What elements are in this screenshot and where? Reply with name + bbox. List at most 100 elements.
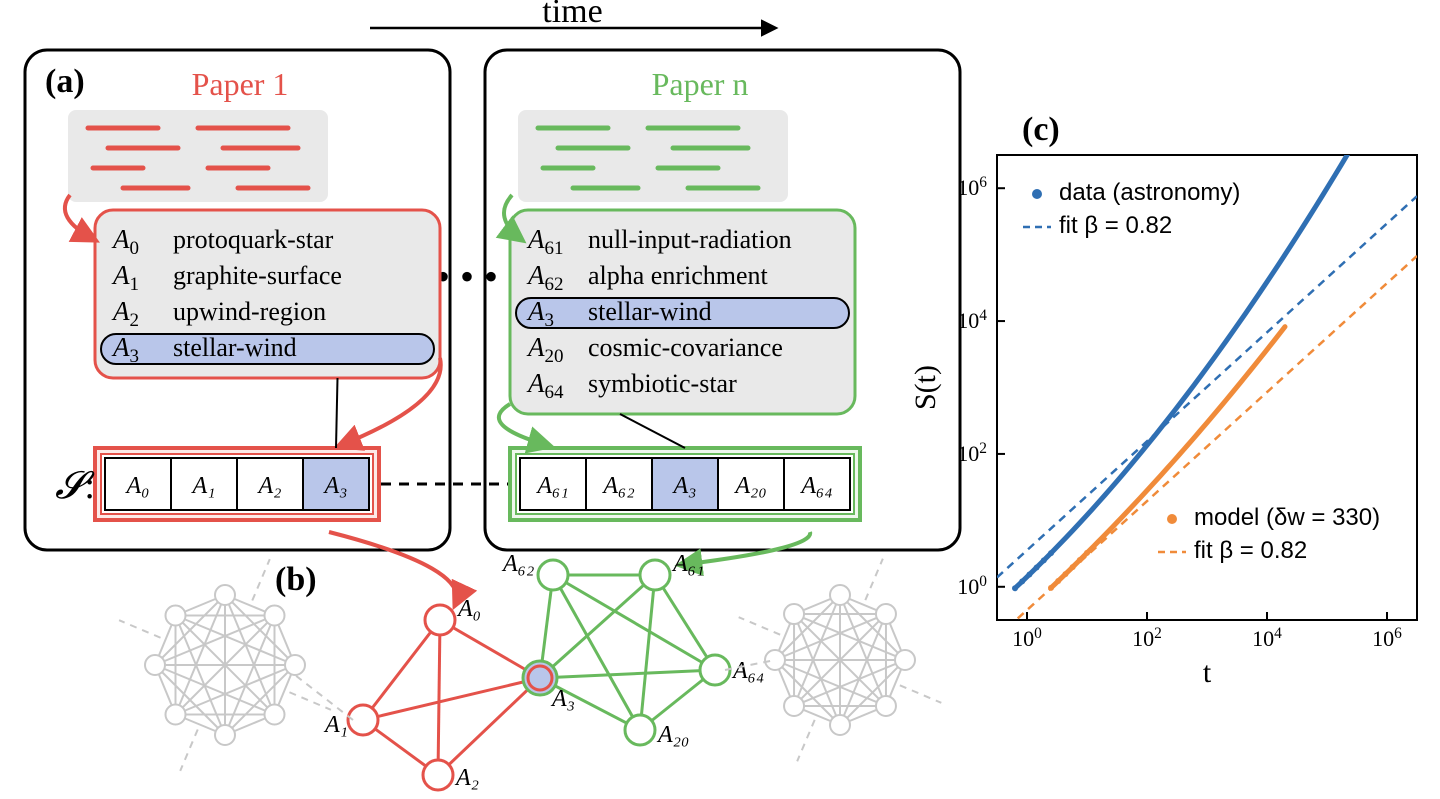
data-dot — [1034, 564, 1040, 570]
data-dot — [1012, 585, 1018, 591]
graph-node-label: A₆₂ — [501, 551, 534, 577]
sequence-cell-label: A₆₁ — [535, 473, 568, 499]
y-tick-label: 102 — [957, 440, 987, 466]
graph-node-label: A₀ — [456, 596, 481, 622]
paper1-title: Paper 1 — [192, 66, 289, 102]
panel-tag-a: (a) — [45, 63, 85, 100]
concept-text: cosmic-covariance — [588, 333, 783, 362]
grey-spoke — [900, 685, 941, 703]
data-dot — [1062, 571, 1068, 577]
colored-edge — [640, 575, 655, 730]
x-tick-label: 106 — [1372, 625, 1402, 651]
data-dot — [1041, 557, 1047, 563]
grey-node — [784, 604, 804, 624]
graph-node-label: A₂₀ — [656, 722, 689, 748]
panel-tag-b: (b) — [275, 561, 317, 598]
sequence-cell-label: A₃ — [671, 473, 696, 499]
graph-node-label: A₂ — [454, 765, 479, 791]
data-dot — [1077, 557, 1083, 563]
concept-text: stellar-wind — [173, 333, 297, 362]
graph-node — [625, 715, 655, 745]
papern-title: Paper n — [652, 66, 749, 102]
data-dot — [1055, 578, 1061, 584]
concept-text: alpha enrichment — [588, 261, 769, 290]
y-tick-label: 104 — [957, 307, 987, 333]
concept-text: upwind-region — [173, 297, 326, 326]
figure-root: time(a)Paper 1Paper n• • •A0protoquark-s… — [0, 0, 1440, 799]
x-tick-label: 100 — [1012, 625, 1042, 651]
legend-text: data (astronomy) — [1059, 179, 1240, 206]
grey-node — [830, 715, 850, 735]
concept-text: protoquark-star — [173, 225, 334, 254]
sequence-cell-label: A₆₄ — [799, 473, 832, 499]
colored-edge — [655, 575, 715, 670]
concept-text: stellar-wind — [588, 297, 712, 326]
sequence-cell-label: A₀ — [124, 473, 149, 499]
grey-node — [830, 585, 850, 605]
sequence-cell-label: A₆₂ — [601, 473, 634, 499]
sequence-S-label: 𝓢: — [55, 465, 95, 507]
data-dot — [1084, 550, 1090, 556]
colored-edge — [438, 620, 440, 775]
graph-node-label: A₃ — [550, 686, 575, 712]
graph-node — [640, 560, 670, 590]
colored-edge — [540, 670, 715, 678]
legend-marker — [1167, 514, 1177, 524]
grey-node — [895, 650, 915, 670]
concept-text: null-input-radiation — [588, 225, 792, 254]
concept-text: symbiotic-star — [588, 369, 737, 398]
concept-text: graphite-surface — [173, 261, 342, 290]
grey-node — [166, 704, 186, 724]
dots-label: • • • — [436, 254, 498, 299]
graph-node-label: A₆₄ — [731, 658, 764, 684]
grey-spoke — [865, 559, 883, 600]
grey-spoke — [739, 617, 780, 635]
grey-spoke — [797, 720, 815, 761]
legend-text: model (δw = 330) — [1194, 504, 1380, 531]
grey-node — [264, 606, 284, 626]
data-dot — [1019, 578, 1025, 584]
sequence-cell-label: A₂ — [256, 473, 281, 499]
graph-node — [423, 760, 453, 790]
grey-node — [264, 704, 284, 724]
graph-node — [538, 560, 568, 590]
colored-edge — [438, 678, 540, 775]
data-dot — [1048, 585, 1054, 591]
flow-arrow — [329, 532, 457, 605]
y-tick-label: 100 — [957, 573, 987, 599]
sequence-cell-label: A₃ — [322, 473, 347, 499]
legend-text: fit β = 0.82 — [1059, 212, 1172, 239]
grey-node — [166, 606, 186, 626]
y-tick-label: 106 — [957, 174, 987, 200]
data-dot — [1026, 572, 1032, 578]
grey-node — [876, 604, 896, 624]
sequence-cell-label: A₁ — [190, 473, 215, 499]
grey-node — [215, 585, 235, 605]
grey-spoke — [180, 729, 198, 770]
graph-node-label: A₆₁ — [671, 551, 704, 577]
legend-marker — [1032, 189, 1042, 199]
data-dot — [1048, 550, 1054, 556]
legend-text: fit β = 0.82 — [1194, 537, 1307, 564]
grey-node — [876, 696, 896, 716]
colored-edge — [553, 575, 715, 670]
panel-tag-c: (c) — [1022, 111, 1060, 148]
grey-node — [215, 725, 235, 745]
stem-line — [620, 414, 685, 448]
graph-node-label: A₁ — [323, 712, 348, 738]
grey-node — [145, 655, 165, 675]
data-dot — [1070, 564, 1076, 570]
grey-spoke — [252, 559, 270, 600]
x-tick-label: 104 — [1252, 625, 1282, 651]
x-tick-label: 102 — [1132, 625, 1162, 651]
sequence-cell-label: A₂₀ — [733, 473, 766, 499]
grey-spoke — [289, 692, 330, 710]
y-axis-label: S(t) — [909, 365, 942, 410]
x-axis-label: t — [1203, 656, 1212, 689]
grey-node — [285, 655, 305, 675]
graph-node — [425, 605, 455, 635]
grey-spoke — [119, 620, 160, 638]
time-label: time — [542, 0, 602, 30]
stem-line — [336, 378, 338, 448]
grey-node — [784, 696, 804, 716]
